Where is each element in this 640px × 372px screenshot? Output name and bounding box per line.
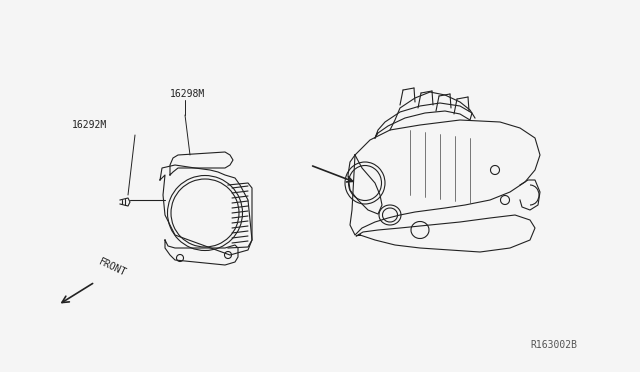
Text: 16292M: 16292M xyxy=(72,120,108,130)
Text: R163002B: R163002B xyxy=(530,340,577,350)
Text: 16298M: 16298M xyxy=(170,89,205,99)
Text: FRONT: FRONT xyxy=(97,257,128,278)
